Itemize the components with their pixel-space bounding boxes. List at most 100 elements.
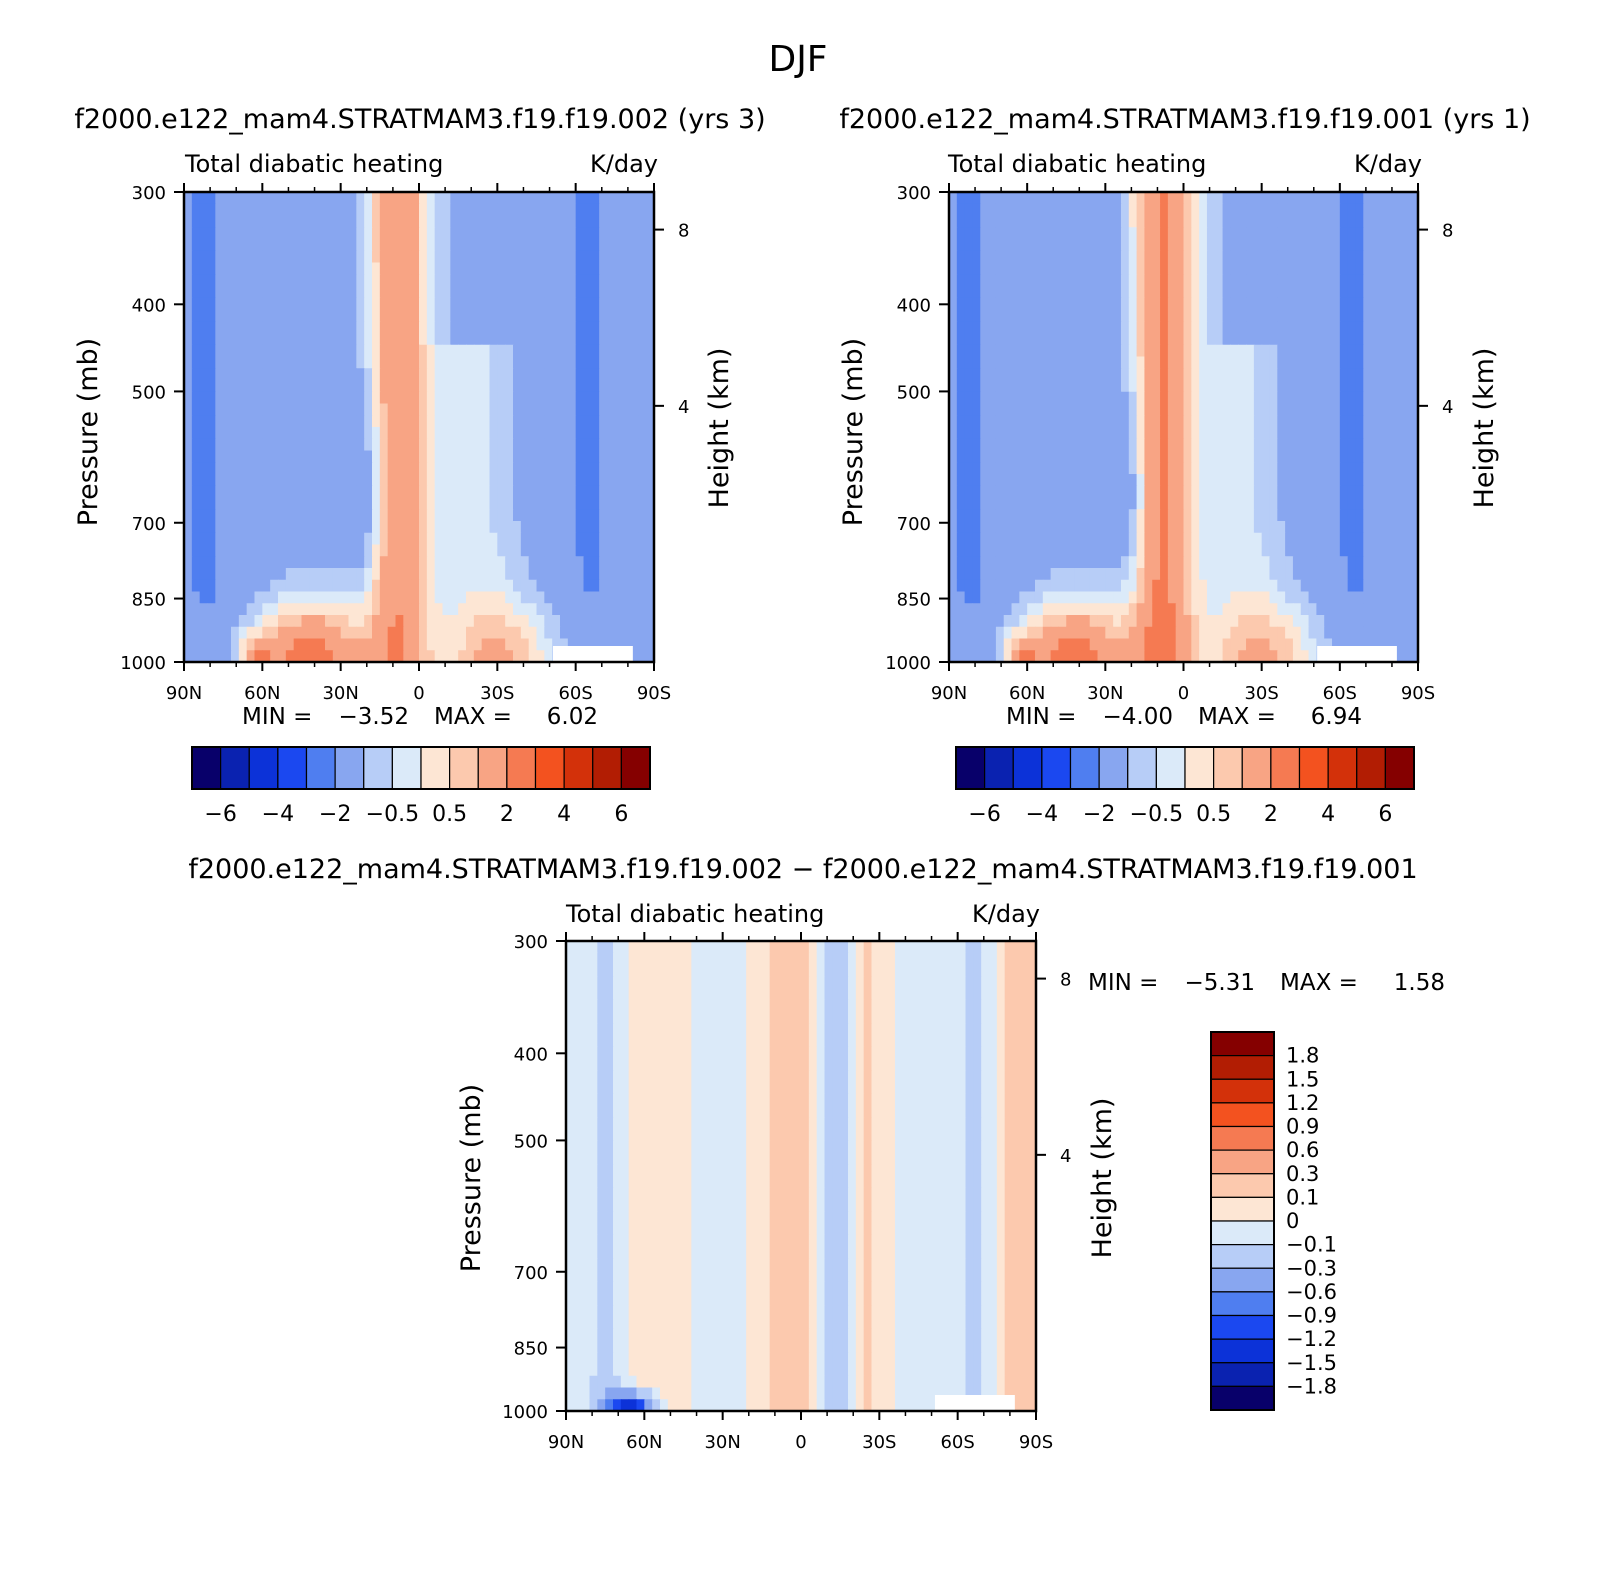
field-cell (1113, 626, 1122, 640)
field-cell (1347, 450, 1357, 463)
field-cell (980, 591, 989, 604)
field-cell (630, 192, 639, 205)
field-cell (497, 450, 506, 463)
field-cell (215, 556, 224, 569)
field-cell (1183, 638, 1192, 651)
field-cell (379, 368, 389, 381)
field-cell (419, 615, 428, 628)
field-cell (1027, 286, 1036, 299)
field-cell (567, 250, 577, 264)
field-cell (1261, 485, 1271, 499)
field-cell (1160, 485, 1169, 499)
field-cell (1081, 485, 1091, 499)
field-cell (1175, 227, 1185, 240)
field-cell (473, 203, 483, 217)
field-cell (1246, 568, 1255, 581)
field-cell (1230, 427, 1239, 440)
field-cell (528, 474, 538, 487)
field-cell (1402, 497, 1411, 510)
field-cell (1316, 509, 1325, 522)
field-cell (309, 309, 318, 322)
field-cell (1097, 485, 1106, 499)
field-cell (231, 415, 240, 428)
field-cell (1386, 462, 1396, 475)
field-cell (1386, 309, 1396, 322)
field-cell (1394, 544, 1403, 557)
field-cell (434, 450, 444, 463)
field-cell (489, 509, 498, 522)
field-cell (1113, 321, 1122, 334)
field-cell (1113, 603, 1122, 616)
field-cell (1160, 356, 1169, 369)
field-cell (1269, 450, 1278, 463)
field-cell (583, 286, 592, 299)
field-cell (411, 403, 420, 416)
field-cell (215, 485, 224, 499)
field-cell (972, 344, 981, 358)
field-cell (1034, 462, 1044, 475)
field-cell (520, 274, 530, 287)
field-cell (1152, 239, 1161, 252)
field-cell (1324, 391, 1333, 405)
field-cell (956, 203, 966, 217)
field-cell (489, 286, 498, 299)
field-cell (1316, 215, 1325, 228)
field-cell (1066, 227, 1075, 240)
field-cell (403, 568, 412, 581)
field-cell (544, 521, 553, 534)
field-cell (1128, 544, 1138, 557)
field-cell (1081, 544, 1091, 557)
field-cell (614, 556, 624, 569)
field-cell (513, 356, 522, 369)
field-cell (372, 344, 381, 358)
field-cell (442, 215, 451, 228)
field-cell (528, 286, 538, 299)
field-cell (622, 321, 632, 334)
field-cell (379, 497, 389, 510)
field-cell (575, 239, 585, 252)
field-cell (450, 286, 459, 299)
field-cell (1371, 438, 1380, 452)
field-cell (591, 380, 600, 393)
field-cell (1277, 333, 1286, 346)
field-cell (1394, 615, 1403, 628)
field-cell (1230, 591, 1239, 604)
field-cell (1410, 544, 1419, 557)
field-cell (949, 591, 958, 604)
field-cell (591, 227, 600, 240)
field-cell (458, 309, 467, 322)
field-cell (262, 556, 271, 569)
field-cell (1261, 262, 1271, 275)
missing-data-region (552, 646, 633, 662)
field-cell (1394, 227, 1403, 240)
field-cell (1222, 297, 1231, 311)
field-cell (458, 344, 467, 358)
field-cell (528, 415, 538, 428)
field-cell (207, 274, 216, 287)
field-cell (411, 215, 420, 228)
field-cell (309, 462, 318, 475)
field-cell (560, 250, 569, 264)
field-cell (560, 344, 569, 358)
field-cell (1027, 638, 1036, 651)
field-cell (1089, 391, 1099, 405)
field-cell (1238, 321, 1247, 334)
field-cell (426, 203, 436, 217)
field-cell (1214, 227, 1224, 240)
field-cell (1183, 650, 1192, 663)
field-cell (622, 485, 632, 499)
field-cell (1120, 427, 1130, 440)
field-cell (1191, 544, 1200, 557)
field-cell (419, 579, 428, 593)
field-cell (466, 438, 475, 452)
field-cell (1191, 321, 1200, 334)
field-cell (325, 544, 334, 557)
field-cell (1050, 192, 1060, 205)
field-cell (223, 344, 232, 358)
field-cell (505, 544, 514, 557)
field-cell (1238, 286, 1247, 299)
field-cell (411, 333, 420, 346)
field-cell (395, 615, 404, 628)
field-cell (513, 591, 522, 604)
field-cell (583, 297, 592, 311)
